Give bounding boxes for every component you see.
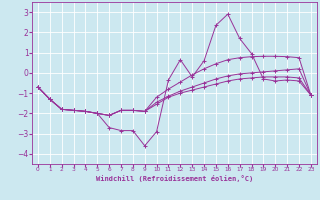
X-axis label: Windchill (Refroidissement éolien,°C): Windchill (Refroidissement éolien,°C) bbox=[96, 175, 253, 182]
